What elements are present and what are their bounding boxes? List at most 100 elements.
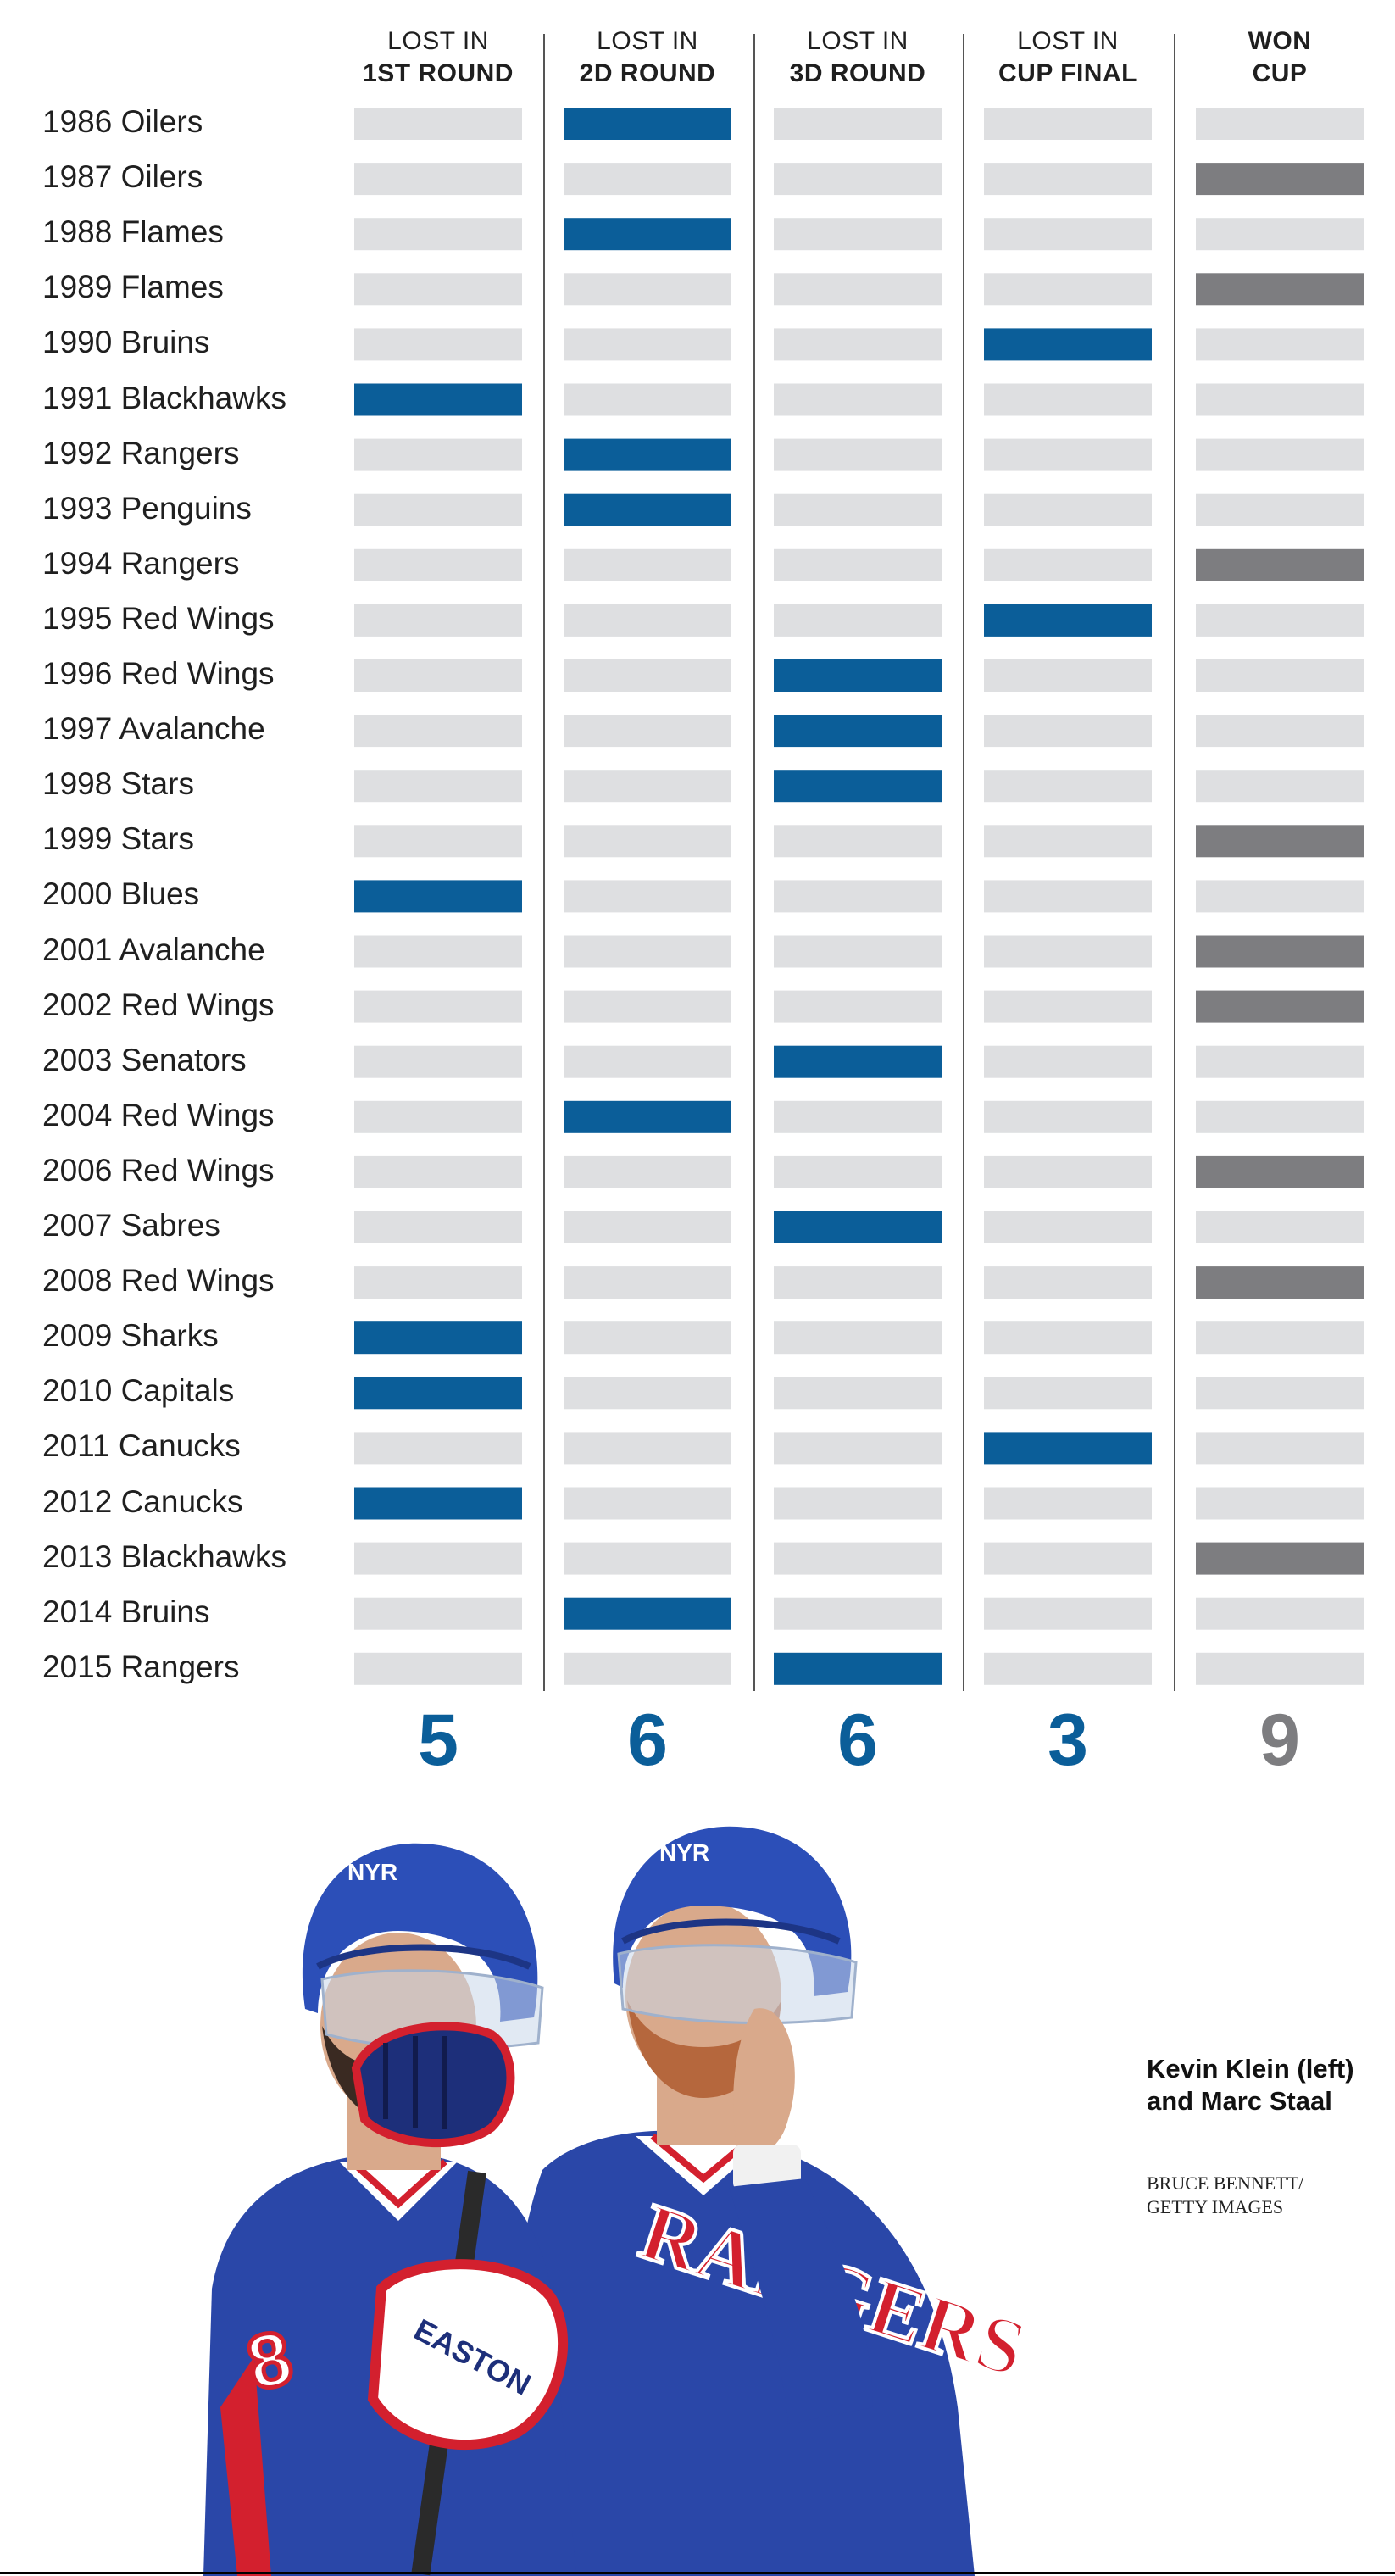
empty-cell-r2 xyxy=(564,1155,731,1188)
result-bar-r3 xyxy=(774,1652,942,1685)
empty-cell-r2 xyxy=(564,715,731,748)
empty-cell-r3 xyxy=(774,438,942,471)
empty-cell-r3 xyxy=(774,1597,942,1630)
column-total-r1: 5 xyxy=(418,1700,459,1781)
empty-cell-final xyxy=(984,825,1152,858)
row-label: 1991 Blackhawks xyxy=(42,380,286,415)
result-bar-r3 xyxy=(774,1211,942,1243)
empty-cell-r3 xyxy=(774,935,942,968)
empty-cell-r3 xyxy=(774,548,942,581)
column-total-won: 9 xyxy=(1259,1700,1300,1781)
empty-cell-final xyxy=(984,1597,1152,1630)
empty-cell-won xyxy=(1196,1321,1364,1355)
empty-cell-r1 xyxy=(354,108,522,140)
result-bar-r1 xyxy=(354,1487,522,1520)
empty-cell-final xyxy=(984,770,1152,803)
row-label: 1996 Red Wings xyxy=(42,656,275,691)
right-player-jersey xyxy=(509,2130,975,2576)
result-bar-final xyxy=(984,328,1152,361)
empty-cell-won xyxy=(1196,1100,1364,1133)
column-header-r1: LOST IN 1ST ROUND xyxy=(345,25,531,90)
empty-cell-r1 xyxy=(354,715,522,748)
empty-cell-r2 xyxy=(564,880,731,913)
row-label: 1987 Oilers xyxy=(42,159,203,195)
empty-cell-final xyxy=(984,1155,1152,1188)
empty-cell-r3 xyxy=(774,1432,942,1465)
empty-cell-won xyxy=(1196,1045,1364,1078)
empty-cell-won xyxy=(1196,604,1364,637)
empty-cell-final xyxy=(984,1266,1152,1299)
result-bar-r2 xyxy=(564,1597,731,1630)
empty-cell-r2 xyxy=(564,1377,731,1410)
empty-cell-final xyxy=(984,108,1152,140)
empty-cell-final xyxy=(984,438,1152,471)
result-bar-r2 xyxy=(564,493,731,526)
column-header-r3: LOST IN 3D ROUND xyxy=(764,25,951,90)
empty-cell-final xyxy=(984,218,1152,251)
empty-cell-r1 xyxy=(354,1266,522,1299)
row-label: 1994 Rangers xyxy=(42,545,240,581)
column-header-line2: CUP FINAL xyxy=(998,59,1137,87)
column-total-r2: 6 xyxy=(627,1700,668,1781)
result-bar-won xyxy=(1196,825,1364,858)
empty-cell-r2 xyxy=(564,825,731,858)
result-bar-won xyxy=(1196,273,1364,306)
photo-credit: BRUCE BENNETT/ GETTY IMAGES xyxy=(1147,2173,1304,2217)
empty-cell-final xyxy=(984,548,1152,581)
empty-cell-r1 xyxy=(354,1155,522,1188)
empty-cell-final xyxy=(984,659,1152,692)
column-total-r3: 6 xyxy=(837,1700,878,1781)
row-label: 1999 Stars xyxy=(42,821,194,857)
empty-cell-won xyxy=(1196,438,1364,471)
column-header-line2: 1ST ROUND xyxy=(363,59,514,87)
row-label: 2009 Sharks xyxy=(42,1318,219,1354)
empty-cell-r2 xyxy=(564,1542,731,1575)
row-label: 1998 Stars xyxy=(42,766,194,802)
result-bar-r3 xyxy=(774,770,942,803)
empty-cell-r2 xyxy=(564,163,731,196)
bottom-rule xyxy=(0,2572,1395,2574)
empty-cell-r1 xyxy=(354,1432,522,1465)
empty-cell-r3 xyxy=(774,328,942,361)
empty-cell-final xyxy=(984,1211,1152,1243)
column-header-final: LOST IN CUP FINAL xyxy=(975,25,1161,90)
empty-cell-r3 xyxy=(774,1266,942,1299)
empty-cell-r1 xyxy=(354,163,522,196)
empty-cell-won xyxy=(1196,1487,1364,1520)
empty-cell-r2 xyxy=(564,1266,731,1299)
row-label: 1990 Bruins xyxy=(42,325,210,360)
right-player-helmet xyxy=(613,1826,852,1996)
right-player-hand xyxy=(733,2008,795,2155)
empty-cell-r2 xyxy=(564,273,731,306)
result-bar-r2 xyxy=(564,218,731,251)
result-bar-won xyxy=(1196,935,1364,968)
row-label: 2000 Blues xyxy=(42,876,200,912)
empty-cell-r3 xyxy=(774,1155,942,1188)
empty-cell-r1 xyxy=(354,990,522,1023)
result-bar-won xyxy=(1196,1155,1364,1188)
empty-cell-final xyxy=(984,1321,1152,1355)
empty-cell-r1 xyxy=(354,548,522,581)
result-bar-won xyxy=(1196,1542,1364,1575)
empty-cell-final xyxy=(984,880,1152,913)
result-bar-r1 xyxy=(354,1321,522,1355)
empty-cell-r1 xyxy=(354,493,522,526)
row-label: 2006 Red Wings xyxy=(42,1152,275,1188)
row-label: 1995 Red Wings xyxy=(42,600,275,636)
empty-cell-r2 xyxy=(564,990,731,1023)
empty-cell-r3 xyxy=(774,273,942,306)
left-player-helmet-text: NYR xyxy=(347,1859,397,1885)
result-bar-r3 xyxy=(774,659,942,692)
empty-cell-r2 xyxy=(564,1321,731,1355)
empty-cell-r3 xyxy=(774,604,942,637)
empty-cell-r2 xyxy=(564,1487,731,1520)
empty-cell-final xyxy=(984,990,1152,1023)
column-header-line1: LOST IN xyxy=(597,27,698,55)
left-player-helmet xyxy=(302,1843,538,2022)
row-label: 1989 Flames xyxy=(42,270,224,305)
row-label: 1992 Rangers xyxy=(42,435,240,470)
empty-cell-r3 xyxy=(774,990,942,1023)
empty-cell-r3 xyxy=(774,1321,942,1355)
right-player-wristband xyxy=(733,2145,801,2191)
